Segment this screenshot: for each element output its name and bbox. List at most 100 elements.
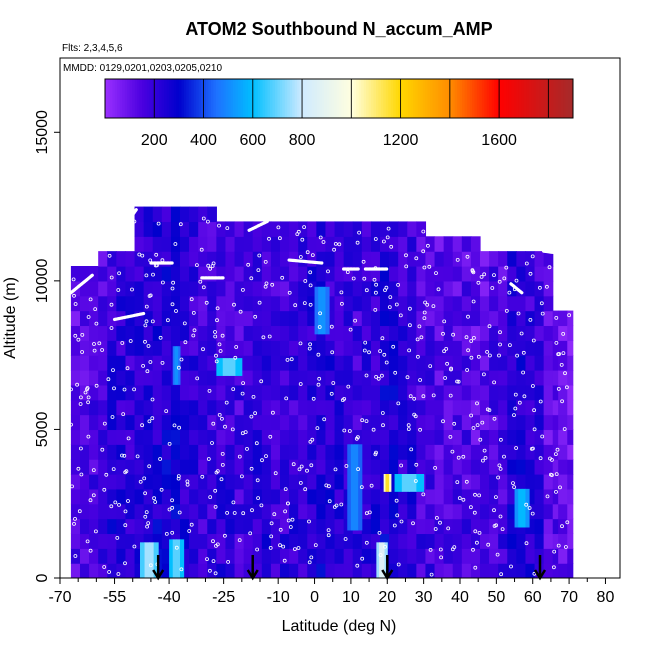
heatmap-cell [335, 251, 345, 266]
heatmap-cell [180, 400, 190, 415]
heatmap-cell [435, 251, 445, 266]
heatmap-cell [362, 548, 372, 563]
heatmap-cell [153, 236, 163, 251]
heatmap-cell [416, 236, 426, 251]
heatmap-cell [453, 340, 463, 355]
heatmap-cell [271, 400, 281, 415]
heatmap-cell [362, 489, 372, 504]
heatmap-cell [207, 236, 217, 251]
heatmap-cell [425, 519, 435, 534]
colorbar-swatch [519, 79, 522, 118]
heatmap-cell [271, 519, 281, 534]
heatmap-cell [198, 429, 208, 444]
heatmap-cell [171, 236, 181, 251]
heatmap-cell [371, 325, 381, 340]
heatmap-cell [244, 474, 254, 489]
heatmap-cell [535, 429, 545, 444]
heatmap-cell [280, 340, 290, 355]
heatmap-hotspot [176, 539, 180, 578]
heatmap-cell [271, 266, 281, 281]
heatmap-cell [444, 533, 454, 548]
heatmap-cell [567, 548, 573, 563]
heatmap-cell [444, 400, 454, 415]
heatmap-cell [298, 385, 308, 400]
heatmap-cell [307, 236, 317, 251]
heatmap-cell [453, 400, 463, 415]
colorbar-swatch [556, 79, 559, 118]
colorbar-swatch [428, 79, 431, 118]
heatmap-cell [498, 355, 508, 370]
heatmap-cell [544, 311, 554, 326]
colorbar-swatch [383, 79, 386, 118]
heatmap-cell [335, 563, 345, 578]
heatmap-cell [271, 548, 281, 563]
heatmap-cell [298, 429, 308, 444]
heatmap-cell [125, 281, 135, 296]
colorbar-swatch [460, 79, 463, 118]
heatmap-cell [558, 459, 568, 474]
heatmap-cell [398, 533, 408, 548]
heatmap-cell [216, 474, 226, 489]
heatmap-cell [144, 221, 154, 236]
dates-subtitle: MMDD: 0129,0201,0203,0205,0210 [63, 63, 222, 74]
heatmap-cell [307, 400, 317, 415]
heatmap-cell [225, 415, 235, 430]
heatmap-cell [567, 355, 573, 370]
heatmap-cell [271, 325, 281, 340]
heatmap-cell [125, 251, 135, 266]
heatmap-cell [480, 474, 490, 489]
heatmap-cell [89, 533, 99, 548]
heatmap-cell [207, 533, 217, 548]
heatmap-cell [525, 400, 535, 415]
heatmap-cell [135, 221, 145, 236]
heatmap-cell [325, 444, 335, 459]
heatmap-cell [107, 504, 117, 519]
heatmap-cell [471, 548, 481, 563]
heatmap-cell [198, 311, 208, 326]
heatmap-cell [462, 236, 472, 251]
heatmap-cell [335, 474, 345, 489]
heatmap-cell [135, 400, 145, 415]
heatmap-cell [525, 325, 535, 340]
heatmap-cell [307, 221, 317, 236]
x-tick-label: 30 [415, 589, 433, 606]
heatmap-cell [171, 459, 181, 474]
heatmap-cell [162, 444, 172, 459]
colorbar-swatch [221, 79, 224, 118]
colorbar-swatch [282, 79, 285, 118]
colorbar-swatch [268, 79, 271, 118]
heatmap-cell [362, 311, 372, 326]
heatmap-cell [362, 459, 372, 474]
heatmap-cell [89, 563, 99, 578]
heatmap-cell [80, 355, 90, 370]
heatmap-cell [444, 489, 454, 504]
colorbar-swatch [213, 79, 216, 118]
chart-title: ATOM2 Southbound N_accum_AMP [185, 19, 492, 39]
heatmap-cell [407, 444, 417, 459]
heatmap-cell [453, 296, 463, 311]
heatmap-cell [107, 519, 117, 534]
heatmap-cell [416, 415, 426, 430]
heatmap-cell [289, 370, 299, 385]
heatmap-cell [544, 325, 554, 340]
heatmap-cell [444, 519, 454, 534]
heatmap-cell [89, 474, 99, 489]
heatmap-cell [471, 236, 481, 251]
heatmap-cell [253, 325, 263, 340]
heatmap-cell [398, 504, 408, 519]
heatmap-cell [435, 519, 445, 534]
heatmap-cell [480, 340, 490, 355]
colorbar-tick-label: 200 [141, 132, 168, 149]
heatmap-cell [462, 340, 472, 355]
heatmap-cell [525, 281, 535, 296]
heatmap-cell [71, 519, 81, 534]
heatmap-cell [371, 251, 381, 266]
heatmap-cell [507, 325, 517, 340]
heatmap-cell [135, 444, 145, 459]
colorbar-swatch [346, 79, 349, 118]
heatmap-cell [558, 504, 568, 519]
heatmap-cell [180, 385, 190, 400]
heatmap-cell [162, 221, 172, 236]
heatmap-cell [162, 207, 172, 222]
heatmap-cell [471, 370, 481, 385]
